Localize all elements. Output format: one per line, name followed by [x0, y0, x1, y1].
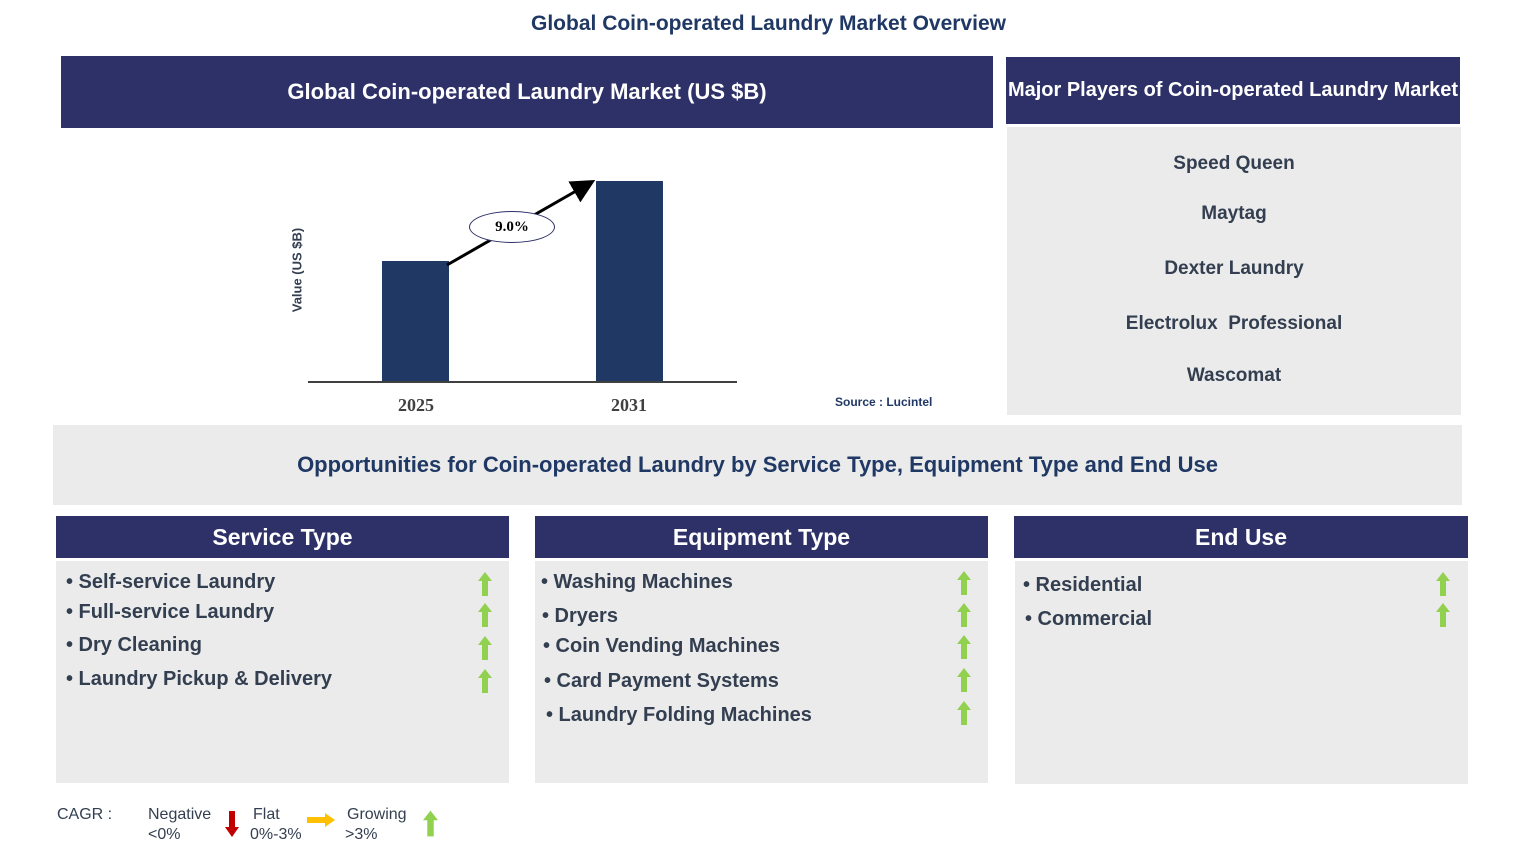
chart-header: Global Coin-operated Laundry Market (US … [61, 56, 993, 128]
negative-arrow-icon [225, 811, 239, 837]
growing-arrow-icon [423, 810, 438, 837]
segment-header-service-type: Service Type [56, 516, 509, 558]
page-title: Global Coin-operated Laundry Market Over… [531, 12, 1006, 35]
growing-arrow-icon [478, 603, 492, 627]
bar-2031 [596, 181, 663, 382]
segment-item: • Full-service Laundry [66, 601, 275, 623]
players-header: Major Players of Coin-operated Laundry M… [1006, 57, 1460, 124]
segment-header-equipment-type: Equipment Type [535, 516, 988, 558]
segment-body-service-type: • Self-service Laundry • Full-service La… [56, 561, 509, 783]
segment-item: • Residential [1023, 574, 1143, 596]
legend-flat-range: 0%-3% [250, 826, 302, 843]
source-note: Source : Lucintel [835, 395, 933, 409]
opportunities-title: Opportunities for Coin-operated Laundry … [53, 425, 1462, 505]
bar-2025 [382, 261, 449, 382]
segment-item: • Dry Cleaning [66, 634, 202, 656]
player-item: Maytag [1201, 203, 1267, 224]
segment-body-end-use: • Residential • Commercial [1015, 561, 1468, 784]
segment-body-equipment-type: • Washing Machines • Dryers • Coin Vendi… [535, 561, 988, 783]
segment-item: • Washing Machines [541, 571, 733, 593]
growing-arrow-icon [957, 668, 971, 692]
growing-arrow-icon [957, 635, 971, 659]
growing-arrow-icon [957, 603, 971, 627]
growing-arrow-icon [478, 636, 492, 660]
growing-arrow-icon [957, 701, 971, 725]
player-item: Dexter Laundry [1164, 258, 1304, 279]
growing-arrow-icon [478, 572, 492, 596]
legend-negative-range: <0% [148, 826, 181, 843]
legend-growing-label: Growing [347, 806, 407, 823]
player-item: Electrolux Professional [1125, 313, 1343, 334]
segment-item: • Laundry Folding Machines [546, 704, 812, 726]
growing-arrow-icon [1436, 603, 1450, 627]
y-axis-label: Value (US $B) [289, 227, 305, 313]
players-list: Speed Queen Maytag Dexter Laundry Electr… [1007, 127, 1461, 415]
x-tick-2025: 2025 [398, 395, 434, 415]
cagr-badge: 9.0% [469, 211, 555, 243]
segment-item: • Laundry Pickup & Delivery [66, 668, 332, 690]
flat-arrow-icon [307, 813, 335, 827]
legend-flat-label: Flat [253, 806, 280, 823]
segment-item: • Commercial [1025, 608, 1153, 630]
legend-negative-label: Negative [148, 806, 212, 823]
legend-growing-range: >3% [345, 826, 378, 843]
growing-arrow-icon [1436, 572, 1450, 596]
segment-item: • Coin Vending Machines [543, 635, 781, 657]
player-item: Speed Queen [1173, 153, 1295, 174]
growing-arrow-icon [957, 571, 971, 595]
legend-label: CAGR : [57, 806, 113, 823]
x-tick-2031: 2031 [611, 395, 647, 415]
player-item: Wascomat [1186, 365, 1282, 386]
segment-item: • Card Payment Systems [544, 670, 779, 692]
segment-item: • Dryers [542, 605, 618, 627]
segment-item: • Self-service Laundry [66, 571, 276, 593]
x-axis-line [308, 381, 737, 383]
growing-arrow-icon [478, 669, 492, 693]
segment-header-end-use: End Use [1014, 516, 1468, 558]
